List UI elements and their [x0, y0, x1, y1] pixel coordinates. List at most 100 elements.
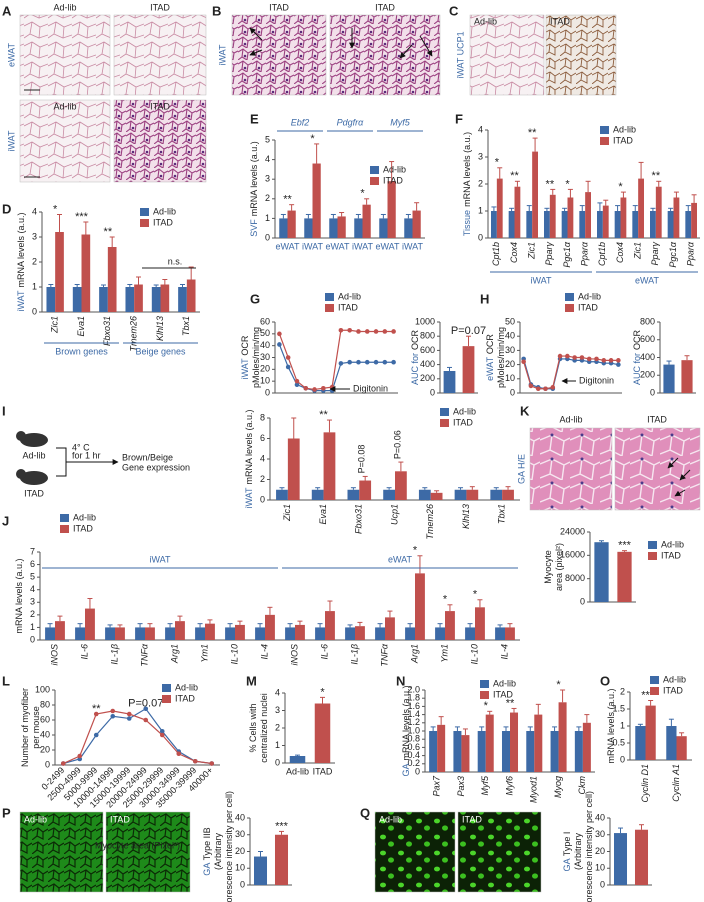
- bar: [285, 627, 295, 640]
- y-tick-label: 3: [32, 231, 37, 241]
- bar: [491, 211, 497, 238]
- bar: [602, 205, 609, 238]
- x-tick-label: Pgc1α: [668, 241, 678, 268]
- annotation: **: [652, 170, 661, 182]
- diagram-outcome: Gene expression: [122, 462, 190, 472]
- bar: [465, 627, 475, 640]
- y-tick-label: 0.6: [407, 742, 420, 752]
- image-caption: ITAD: [150, 2, 170, 12]
- legend-swatch: [60, 525, 69, 533]
- y-tick-label: 0: [265, 232, 270, 242]
- bar: [634, 829, 649, 885]
- bar: [115, 627, 125, 640]
- bar: [304, 218, 313, 238]
- y-tick-label: 4: [260, 453, 265, 463]
- y-tick-label: 20: [595, 846, 605, 856]
- legend-swatch: [440, 408, 449, 416]
- bar: [418, 489, 431, 500]
- bar: [510, 712, 519, 772]
- bar: [387, 181, 396, 238]
- micrograph: [545, 14, 617, 96]
- y-tick-label: 0.2: [407, 758, 420, 768]
- x-tick-label: IL-1β: [349, 644, 359, 665]
- marker: [594, 356, 599, 362]
- marker: [521, 359, 526, 365]
- bar: [430, 492, 443, 500]
- annotation: *: [473, 589, 478, 601]
- annotation: **: [641, 689, 650, 701]
- y-axis-label: mRNA levels (a.u.): [14, 558, 24, 633]
- y-tick-label: 3: [275, 705, 280, 715]
- y-axis-label-tag: iWAT: [240, 358, 250, 379]
- y-axis-label-tag: eWAT: [485, 356, 495, 381]
- bar: [405, 627, 415, 640]
- legend-label: Ad-lib: [663, 674, 686, 684]
- micrograph: [374, 811, 456, 893]
- x-tick-label: Zic1: [50, 316, 60, 334]
- arrow: [679, 469, 691, 481]
- y-tick-label: 40: [595, 812, 605, 822]
- y-tick-label: 20: [235, 846, 245, 856]
- y-tick-label: 0: [30, 634, 35, 644]
- image-caption: Ad-lib: [474, 16, 497, 26]
- bar: [107, 247, 117, 312]
- panel-letter: M: [246, 673, 257, 688]
- arrow: [667, 457, 679, 469]
- y-axis-label-text: centralized nuclei: [259, 693, 269, 763]
- arrow: [674, 489, 686, 497]
- bar: [337, 216, 346, 238]
- marker: [159, 728, 165, 734]
- annotation: *: [413, 545, 418, 557]
- mouse-icon: [16, 469, 26, 479]
- panel-letter: E: [250, 111, 259, 126]
- legend-swatch: [370, 166, 379, 174]
- x-tick-label: Cyclin A1: [671, 764, 681, 802]
- annotation: *: [484, 700, 489, 712]
- y-tick-label: 2: [32, 256, 37, 266]
- bar: [99, 287, 108, 312]
- y-tick-label: 4: [478, 124, 483, 134]
- annotation: **: [319, 409, 328, 421]
- y-axis-label-text: area (pixel²): [554, 543, 564, 591]
- image-row-label: eWAT: [6, 42, 16, 67]
- marker: [373, 329, 379, 334]
- legend-label: ITAD: [338, 302, 358, 312]
- bar: [462, 346, 475, 393]
- y-axis-label: Myocyte: [543, 550, 553, 584]
- legend-swatch: [440, 419, 449, 427]
- y-tick-label: 1000: [415, 316, 435, 326]
- x-tick-label: Cpt1b: [491, 242, 501, 266]
- diagram-group: ITAD: [24, 488, 44, 498]
- marker: [126, 711, 132, 717]
- annotation: **: [92, 703, 101, 715]
- y-tick-label: 50: [505, 316, 515, 326]
- micrograph: [614, 427, 701, 511]
- y-tick-label: 10: [260, 376, 270, 386]
- x-tick-label: Ad-lib: [286, 766, 309, 776]
- y-tick-label: 0.5: [612, 737, 625, 747]
- panel-letter: A: [2, 3, 12, 18]
- y-axis-label: iWAT mRNA levels (a.u.): [244, 409, 254, 508]
- x-tick-label: Ym1: [199, 644, 209, 663]
- bar: [45, 627, 55, 640]
- panel-letter: O: [600, 673, 610, 688]
- bar: [225, 627, 235, 640]
- legend-swatch: [648, 541, 657, 549]
- marker: [176, 751, 182, 757]
- arrow: [249, 27, 263, 41]
- y-axis-label-tag: AUC for: [632, 353, 642, 385]
- annotation: **: [528, 127, 537, 139]
- y-tick-label: 8: [260, 412, 265, 422]
- marker: [535, 386, 541, 392]
- bar: [345, 627, 355, 640]
- y-tick-label: 60: [40, 714, 50, 724]
- marker: [364, 329, 370, 334]
- y-axis-label-text: mRNA levels (a.u.): [606, 688, 616, 763]
- y-axis-label-text: mRNA levels (a.u.): [401, 685, 411, 760]
- y-axis-label-text: mRNA levels (a.u.): [14, 558, 24, 633]
- x-tick-label: Myog: [553, 776, 563, 798]
- y-axis-label: (Arbitrary: [573, 833, 583, 871]
- legend-label: ITAD: [661, 550, 681, 560]
- bar: [105, 627, 115, 640]
